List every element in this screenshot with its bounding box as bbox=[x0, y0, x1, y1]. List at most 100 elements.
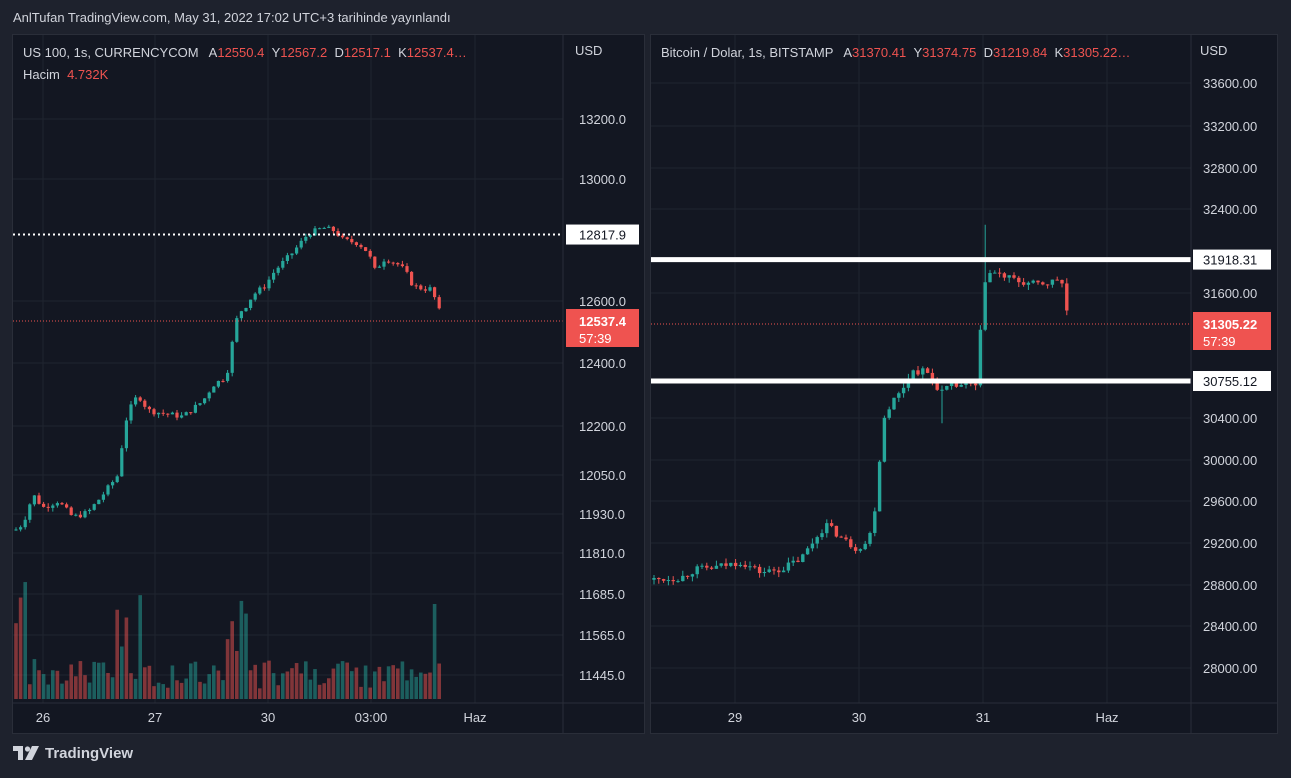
right-candle bbox=[657, 577, 661, 580]
right-candle bbox=[652, 577, 656, 580]
right-candle bbox=[1012, 275, 1016, 278]
left-candle bbox=[78, 514, 82, 518]
left-candle bbox=[65, 504, 69, 508]
right-candle bbox=[988, 273, 992, 283]
right-level-label-box bbox=[1193, 371, 1271, 392]
right-candle bbox=[921, 368, 925, 375]
left-volume-bar bbox=[248, 670, 253, 699]
right-low-value: 31219.84 bbox=[992, 45, 1048, 60]
left-candle bbox=[387, 261, 391, 263]
left-volume-bar bbox=[193, 661, 198, 699]
right-candle bbox=[762, 572, 767, 574]
left-candle bbox=[106, 485, 110, 495]
left-candle bbox=[331, 226, 335, 232]
left-price-tick: 12050.0 bbox=[579, 468, 626, 483]
volume-value: 4.732K bbox=[67, 67, 109, 82]
left-candle bbox=[37, 495, 41, 504]
left-open-value: 12550.4 bbox=[217, 45, 265, 60]
left-volume-bar bbox=[83, 675, 87, 699]
left-candle bbox=[405, 266, 409, 272]
right-candle bbox=[661, 579, 666, 581]
left-volume-bar bbox=[87, 682, 92, 699]
right-candle bbox=[849, 539, 853, 548]
left-volume-bar bbox=[400, 661, 405, 699]
left-price-tick: 11565.0 bbox=[579, 628, 625, 643]
left-volume-bar bbox=[69, 664, 73, 699]
right-chart-svg[interactable]: 33600.00 33200.00 32800.00 32400.00 31600.00… bbox=[651, 35, 1277, 733]
right-candle bbox=[983, 282, 987, 330]
left-volume-bar bbox=[189, 663, 193, 699]
left-candle bbox=[308, 235, 312, 237]
left-candle bbox=[226, 372, 230, 381]
left-volume-bar bbox=[147, 665, 152, 699]
left-volume-bar bbox=[396, 668, 400, 699]
left-close-key: K bbox=[398, 45, 407, 60]
left-volume-bar bbox=[198, 681, 202, 699]
left-volume-bar bbox=[345, 662, 349, 699]
right-candle bbox=[873, 511, 877, 533]
left-volume-bar bbox=[216, 670, 221, 699]
left-time-tick: 26 bbox=[36, 710, 50, 725]
left-volume-bar bbox=[368, 687, 372, 699]
right-candle bbox=[1002, 273, 1007, 278]
left-volume-bar bbox=[304, 661, 308, 699]
left-volume-bar bbox=[382, 681, 386, 699]
left-volume-bar bbox=[258, 688, 262, 699]
right-high-value: 31374.75 bbox=[922, 45, 977, 60]
right-candle bbox=[666, 580, 671, 582]
left-low-value: 12517.1 bbox=[343, 45, 391, 60]
left-volume-bar bbox=[55, 670, 60, 699]
right-candle bbox=[892, 397, 896, 410]
left-candle bbox=[147, 406, 151, 410]
right-price-tick: 30400.00 bbox=[1203, 411, 1257, 426]
left-candle bbox=[74, 514, 78, 516]
left-volume-bar bbox=[336, 663, 340, 699]
left-candle bbox=[69, 507, 73, 516]
left-candle bbox=[267, 279, 271, 289]
left-time-tick: 30 bbox=[261, 710, 275, 725]
left-volume-bar bbox=[331, 668, 336, 699]
left-candle bbox=[111, 482, 115, 486]
left-volume-bar bbox=[184, 678, 188, 699]
right-candle bbox=[853, 547, 858, 551]
left-time-tick: 03:00 bbox=[355, 710, 388, 725]
left-price-tick: 12400.0 bbox=[579, 356, 626, 371]
right-candle bbox=[738, 564, 743, 567]
right-price-tick: 32400.00 bbox=[1203, 202, 1257, 217]
left-chart-panel[interactable]: 13200.0 13000.0 12600.0 12400.0 12200.0 12050… bbox=[12, 34, 645, 734]
left-candle bbox=[221, 380, 225, 382]
left-volume-legend: Hacim 4.732K bbox=[23, 67, 108, 82]
left-candle bbox=[184, 412, 188, 416]
left-candle bbox=[433, 287, 437, 298]
right-candle bbox=[681, 575, 685, 582]
left-volume-bar bbox=[14, 623, 18, 699]
right-candle bbox=[757, 566, 762, 574]
left-candle bbox=[143, 400, 147, 407]
right-price-tick: 33200.00 bbox=[1203, 119, 1257, 134]
left-candle bbox=[359, 245, 363, 248]
right-candle bbox=[1041, 282, 1045, 285]
left-time-tick: Haz bbox=[463, 710, 486, 725]
right-chart-panel[interactable]: 33600.00 33200.00 32800.00 32400.00 31600.00… bbox=[650, 34, 1278, 734]
left-volume-bar bbox=[207, 674, 211, 699]
right-candle bbox=[801, 554, 805, 562]
right-candle bbox=[777, 570, 781, 573]
left-candle bbox=[138, 397, 142, 401]
left-candle bbox=[193, 404, 197, 413]
left-volume-bar bbox=[60, 683, 64, 699]
left-candle bbox=[313, 228, 317, 236]
right-candle bbox=[685, 575, 690, 577]
left-candle bbox=[46, 506, 50, 508]
left-volume-bar bbox=[294, 663, 299, 699]
left-candle bbox=[322, 227, 326, 229]
left-volume-bar bbox=[432, 604, 437, 699]
left-price-tick: 12600.0 bbox=[579, 294, 626, 309]
left-volume-bar bbox=[350, 671, 354, 699]
left-volume-bar bbox=[262, 662, 267, 699]
right-candle bbox=[954, 383, 959, 387]
left-chart-svg[interactable]: 13200.0 13000.0 12600.0 12400.0 12200.0 12050… bbox=[13, 35, 644, 733]
right-candle bbox=[978, 329, 983, 386]
left-high-value: 12567.2 bbox=[280, 45, 328, 60]
footer-brand[interactable]: TradingView bbox=[13, 745, 133, 762]
left-candle bbox=[341, 235, 345, 238]
